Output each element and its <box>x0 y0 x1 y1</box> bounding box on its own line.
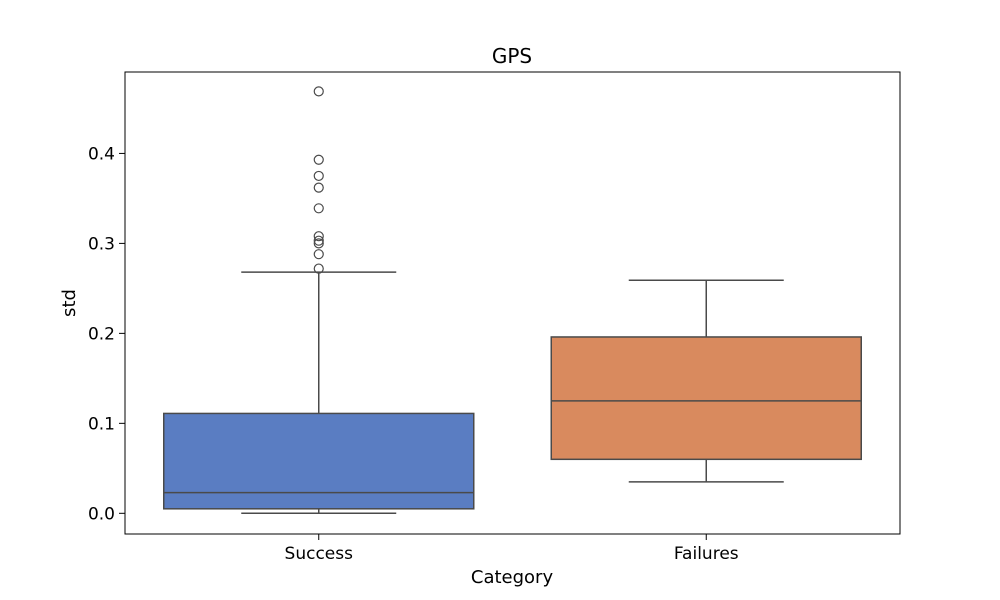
boxes-layer <box>163 86 862 515</box>
y-axis-label: std <box>59 289 80 317</box>
outlier-point <box>313 238 324 249</box>
x-axis-label: Category <box>471 567 554 588</box>
outlier-point <box>313 203 324 214</box>
box-success <box>163 86 475 515</box>
box-failures <box>550 279 862 483</box>
x-tick-label: Failures <box>674 544 739 564</box>
plot-area-frame <box>124 71 901 535</box>
outlier-point <box>313 86 324 97</box>
x-tick-label: Success <box>285 544 354 564</box>
outlier-point <box>313 263 324 274</box>
y-tick-label: 0.4 <box>88 144 115 164</box>
outlier-point <box>313 182 324 193</box>
iqr-box <box>163 412 475 510</box>
y-tick-label: 0.2 <box>88 324 115 344</box>
chart-title: GPS <box>492 44 532 68</box>
y-tick-label: 0.1 <box>88 414 115 434</box>
y-tick-label: 0.3 <box>88 234 115 254</box>
outlier-point <box>313 235 324 246</box>
outlier-point <box>313 170 324 182</box>
iqr-box <box>550 336 862 461</box>
outlier-point <box>313 154 324 165</box>
outlier-point <box>313 249 324 260</box>
outlier-point <box>313 231 324 242</box>
y-axis: 0.0 0.1 0.2 0.3 0.4 <box>88 144 125 524</box>
y-tick-label: 0.0 <box>88 504 115 524</box>
x-axis: Success Failures <box>285 534 739 564</box>
